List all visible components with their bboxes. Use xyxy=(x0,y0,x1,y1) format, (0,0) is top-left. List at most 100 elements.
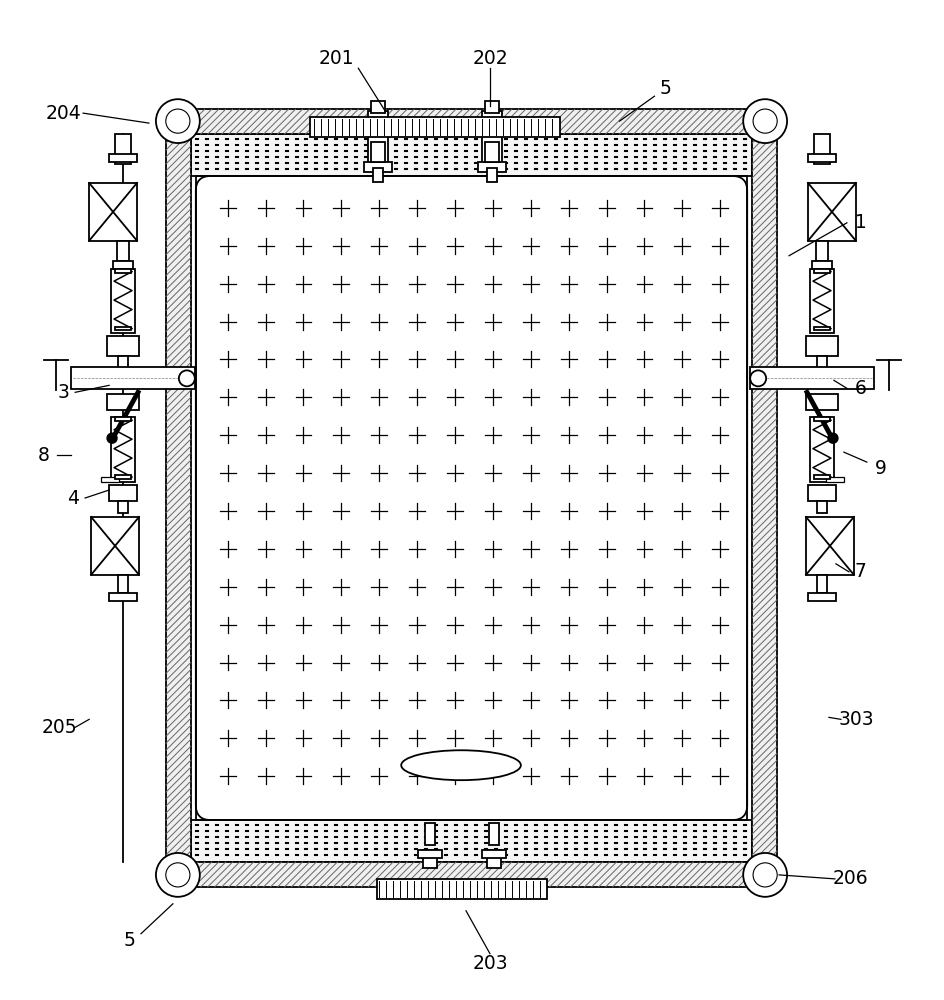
Circle shape xyxy=(165,109,190,133)
Circle shape xyxy=(752,863,776,887)
Circle shape xyxy=(107,433,117,443)
Circle shape xyxy=(178,370,194,386)
Bar xyxy=(71,367,194,389)
Bar xyxy=(109,154,137,162)
Text: 204: 204 xyxy=(45,104,81,123)
Circle shape xyxy=(742,99,786,143)
Bar xyxy=(371,142,385,162)
Text: 5: 5 xyxy=(659,79,670,98)
Bar xyxy=(101,477,119,482)
Bar xyxy=(423,850,437,868)
Bar xyxy=(805,394,837,410)
Text: 6: 6 xyxy=(854,379,866,398)
Text: 4: 4 xyxy=(67,489,79,508)
Bar xyxy=(117,241,129,261)
Bar xyxy=(111,417,135,482)
Circle shape xyxy=(742,853,786,897)
Text: 201: 201 xyxy=(318,49,354,68)
Bar xyxy=(91,517,139,575)
Bar xyxy=(807,183,855,241)
Circle shape xyxy=(752,109,776,133)
Text: 205: 205 xyxy=(42,718,77,737)
Text: 203: 203 xyxy=(472,954,507,973)
Ellipse shape xyxy=(401,750,520,780)
Bar xyxy=(478,162,505,172)
Bar xyxy=(481,111,501,166)
Bar xyxy=(166,862,776,887)
Text: 3: 3 xyxy=(58,383,69,402)
Bar xyxy=(817,575,826,593)
Bar xyxy=(807,593,835,601)
Bar xyxy=(113,261,133,269)
Bar xyxy=(191,134,751,176)
Bar xyxy=(368,111,388,166)
Bar xyxy=(118,501,127,513)
Text: 7: 7 xyxy=(854,562,866,581)
Bar xyxy=(488,823,498,845)
Text: 5: 5 xyxy=(123,931,135,950)
Bar xyxy=(813,134,829,164)
FancyBboxPatch shape xyxy=(195,176,747,820)
Bar xyxy=(751,134,776,862)
Bar xyxy=(809,417,833,482)
Bar xyxy=(109,485,137,501)
Bar xyxy=(118,356,127,370)
Bar xyxy=(109,593,137,601)
Bar xyxy=(115,417,131,421)
Text: 9: 9 xyxy=(874,459,885,478)
Bar xyxy=(425,823,434,845)
Bar xyxy=(118,575,127,593)
Bar xyxy=(817,356,826,370)
Bar xyxy=(813,417,829,421)
Bar xyxy=(809,269,833,333)
Bar xyxy=(807,154,835,162)
Bar xyxy=(813,475,829,479)
Bar xyxy=(484,142,498,162)
Bar xyxy=(115,475,131,479)
Bar xyxy=(807,485,835,501)
Bar xyxy=(825,477,843,482)
Circle shape xyxy=(156,99,199,143)
Text: 1: 1 xyxy=(854,213,866,232)
Bar xyxy=(166,109,776,134)
Bar xyxy=(750,367,873,389)
Circle shape xyxy=(750,370,766,386)
Text: 8: 8 xyxy=(38,446,49,465)
Bar xyxy=(371,101,385,113)
Bar xyxy=(166,862,776,887)
Bar xyxy=(811,261,831,269)
Circle shape xyxy=(156,853,199,897)
Bar xyxy=(481,850,505,858)
Bar xyxy=(364,162,392,172)
Bar xyxy=(805,336,837,356)
Bar xyxy=(115,269,131,273)
Text: 303: 303 xyxy=(838,710,874,729)
Bar xyxy=(817,501,826,513)
Circle shape xyxy=(165,863,190,887)
Bar xyxy=(751,134,776,862)
Bar xyxy=(195,176,747,820)
Bar xyxy=(115,134,131,164)
Bar xyxy=(805,517,853,575)
Bar xyxy=(486,850,500,868)
Bar xyxy=(107,336,139,356)
Bar xyxy=(311,117,559,137)
Bar xyxy=(111,269,135,333)
Bar xyxy=(166,134,191,862)
Bar xyxy=(373,168,383,182)
Bar xyxy=(813,327,829,330)
Bar xyxy=(484,101,498,113)
Bar xyxy=(191,820,751,862)
Bar xyxy=(813,269,829,273)
Bar xyxy=(89,183,137,241)
Text: 202: 202 xyxy=(472,49,507,68)
Bar xyxy=(486,168,497,182)
Bar xyxy=(377,879,547,899)
Bar xyxy=(107,394,139,410)
Text: 206: 206 xyxy=(833,869,868,888)
Bar xyxy=(166,109,776,134)
Bar xyxy=(115,327,131,330)
Circle shape xyxy=(827,433,837,443)
Bar xyxy=(166,134,191,862)
Bar xyxy=(815,241,827,261)
